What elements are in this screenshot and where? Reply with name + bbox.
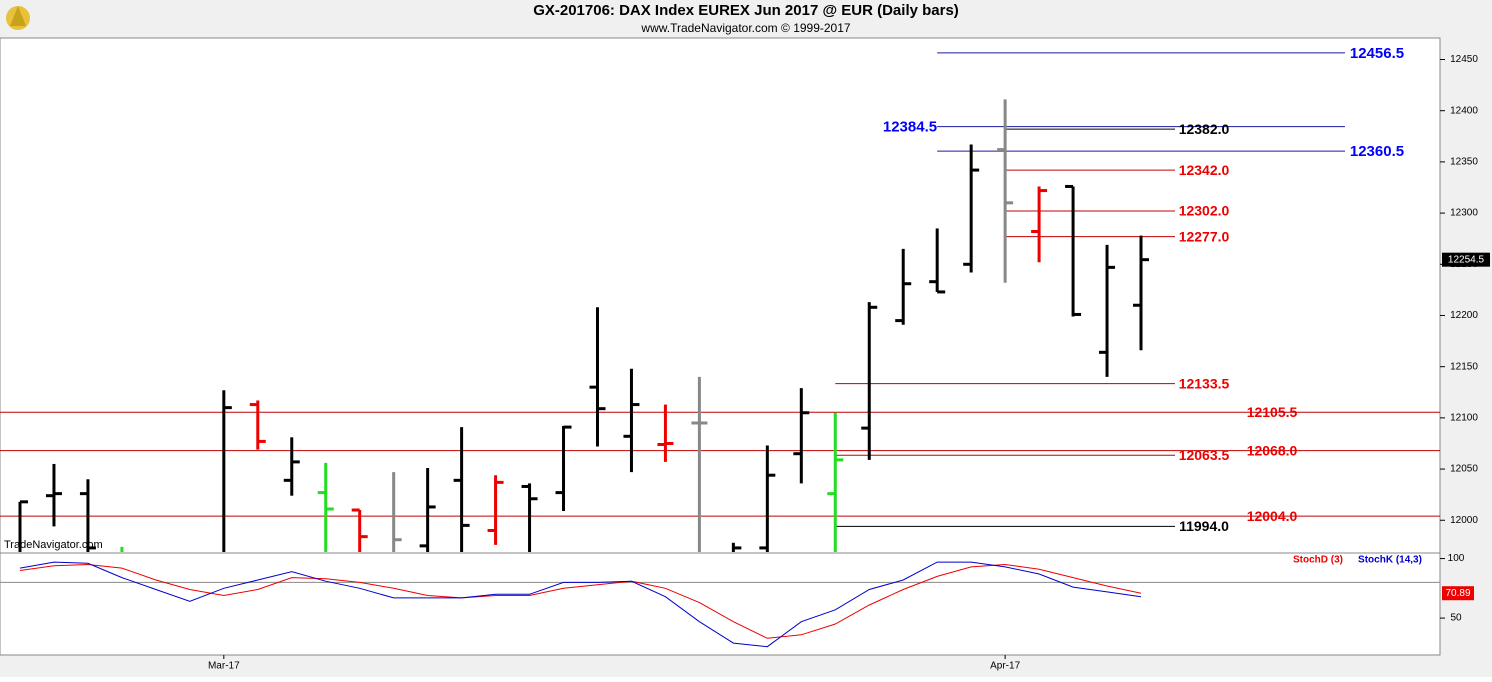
y-tick-label: 12400 bbox=[1450, 105, 1478, 116]
level-label: 12133.5 bbox=[1179, 375, 1230, 391]
ohlc-bar bbox=[929, 228, 946, 294]
level-label: 12068.0 bbox=[1247, 442, 1298, 458]
last-value-label: 70.89 bbox=[1445, 588, 1470, 599]
x-tick-label: Apr-17 bbox=[990, 661, 1020, 672]
last-price-box bbox=[1442, 252, 1490, 267]
ohlc-bar bbox=[249, 400, 266, 450]
ohlc-bar bbox=[79, 479, 96, 552]
ohlc-bar bbox=[555, 425, 572, 512]
ohlc-bar bbox=[895, 248, 912, 325]
ohlc-bar bbox=[453, 427, 470, 552]
y-tick-label: 12000 bbox=[1450, 515, 1478, 526]
y-tick-label: 12300 bbox=[1450, 208, 1478, 219]
level-label: 12105.5 bbox=[1247, 404, 1298, 420]
level-label: 12277.0 bbox=[1179, 228, 1230, 244]
legend-entry: StochK (14,3) bbox=[1358, 555, 1422, 566]
ohlc-bar bbox=[1031, 186, 1048, 263]
stoch-line bbox=[19, 561, 1142, 648]
logo bbox=[6, 6, 30, 30]
ohlc-bar bbox=[45, 463, 62, 527]
y-tick-label: 12100 bbox=[1450, 413, 1478, 424]
ohlc-bar bbox=[731, 542, 742, 552]
ohlc-bar bbox=[691, 376, 708, 552]
y-tick-label: 50 bbox=[1450, 613, 1462, 624]
ohlc-bar bbox=[18, 500, 28, 552]
level-label: 12004.0 bbox=[1247, 508, 1298, 524]
x-tick-label: Mar-17 bbox=[208, 661, 240, 672]
ohlc-bar bbox=[1099, 244, 1116, 377]
ohlc-bar bbox=[1065, 184, 1082, 317]
level-label: 12382.0 bbox=[1179, 121, 1230, 137]
ohlc-bar bbox=[1133, 235, 1150, 351]
stoch-line bbox=[19, 563, 1142, 639]
plot-area bbox=[0, 37, 1441, 656]
level-label: 12384.5 bbox=[883, 119, 937, 136]
ohlc-bar bbox=[793, 388, 810, 484]
ohlc-bar bbox=[351, 508, 368, 552]
level-label: 12456.5 bbox=[1350, 45, 1404, 62]
ohlc-bar bbox=[487, 475, 504, 545]
last-price-label: 12254.5 bbox=[1448, 254, 1485, 265]
ohlc-bar bbox=[997, 99, 1014, 283]
level-label: 12342.0 bbox=[1179, 162, 1230, 178]
y-tick-label: 12450 bbox=[1450, 54, 1478, 65]
level-label: 12063.5 bbox=[1179, 447, 1230, 463]
y-tick-label: 12350 bbox=[1450, 157, 1478, 168]
y-tick-label: 12050 bbox=[1450, 464, 1478, 475]
ohlc-bar bbox=[623, 368, 640, 473]
ohlc-bar bbox=[657, 404, 674, 462]
ohlc-bar bbox=[317, 462, 334, 552]
last-value-box bbox=[1442, 586, 1474, 601]
level-label: 11994.0 bbox=[1179, 518, 1229, 534]
ohlc-bar bbox=[222, 390, 232, 552]
ohlc-bar bbox=[861, 302, 878, 460]
y-tick-label: 12150 bbox=[1450, 361, 1478, 372]
ohlc-bar bbox=[759, 445, 776, 552]
y-tick-label: 100 bbox=[1448, 553, 1465, 564]
ohlc-bar bbox=[827, 412, 844, 552]
watermark: TradeNavigator.com bbox=[4, 539, 103, 551]
ohlc-bar bbox=[521, 483, 538, 552]
ohlc-bar bbox=[589, 307, 606, 447]
ohlc-bar bbox=[419, 468, 436, 552]
chart-subtitle: www.TradeNavigator.com © 1999-2017 bbox=[640, 21, 850, 35]
level-label: 12360.5 bbox=[1350, 143, 1404, 160]
ohlc-bar bbox=[392, 472, 402, 552]
chart-title: GX-201706: DAX Index EUREX Jun 2017 @ EU… bbox=[533, 2, 959, 19]
ohlc-bar bbox=[963, 144, 980, 273]
y-tick-label: 12200 bbox=[1450, 310, 1478, 321]
level-label: 12302.0 bbox=[1179, 203, 1230, 219]
legend-entry: StochD (3) bbox=[1293, 555, 1343, 566]
ohlc-bar bbox=[283, 437, 300, 496]
